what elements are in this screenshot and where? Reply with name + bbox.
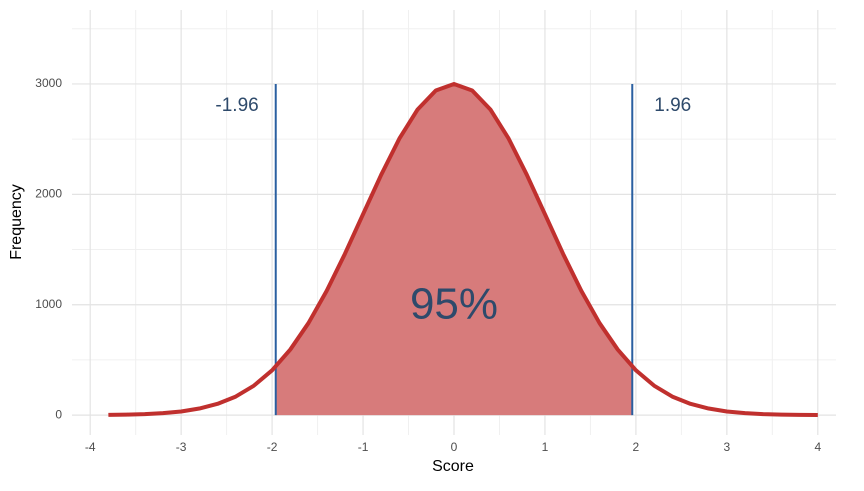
x-tick-label: 0 <box>451 440 458 454</box>
y-tick-label: 3000 <box>35 76 62 90</box>
vline-label: -1.96 <box>215 95 258 116</box>
shaded-area <box>275 83 633 416</box>
x-tick-label: -1 <box>358 440 369 454</box>
x-tick-label: 4 <box>814 440 821 454</box>
y-axis-label: Frequency <box>8 184 25 260</box>
x-tick-label: -2 <box>267 440 278 454</box>
x-tick-label: 3 <box>724 440 731 454</box>
y-tick-label: 0 <box>55 407 62 421</box>
x-axis-label: Score <box>432 458 474 475</box>
y-tick-label: 1000 <box>35 297 62 311</box>
x-tick-label: -4 <box>85 440 96 454</box>
y-tick-label: 2000 <box>35 187 62 201</box>
x-tick-label: 1 <box>542 440 549 454</box>
x-tick-label: 2 <box>633 440 640 454</box>
vline-label: 1.96 <box>654 95 691 116</box>
x-tick-label: -3 <box>176 440 187 454</box>
annotation: 95% <box>410 280 498 329</box>
curve <box>108 81 818 418</box>
